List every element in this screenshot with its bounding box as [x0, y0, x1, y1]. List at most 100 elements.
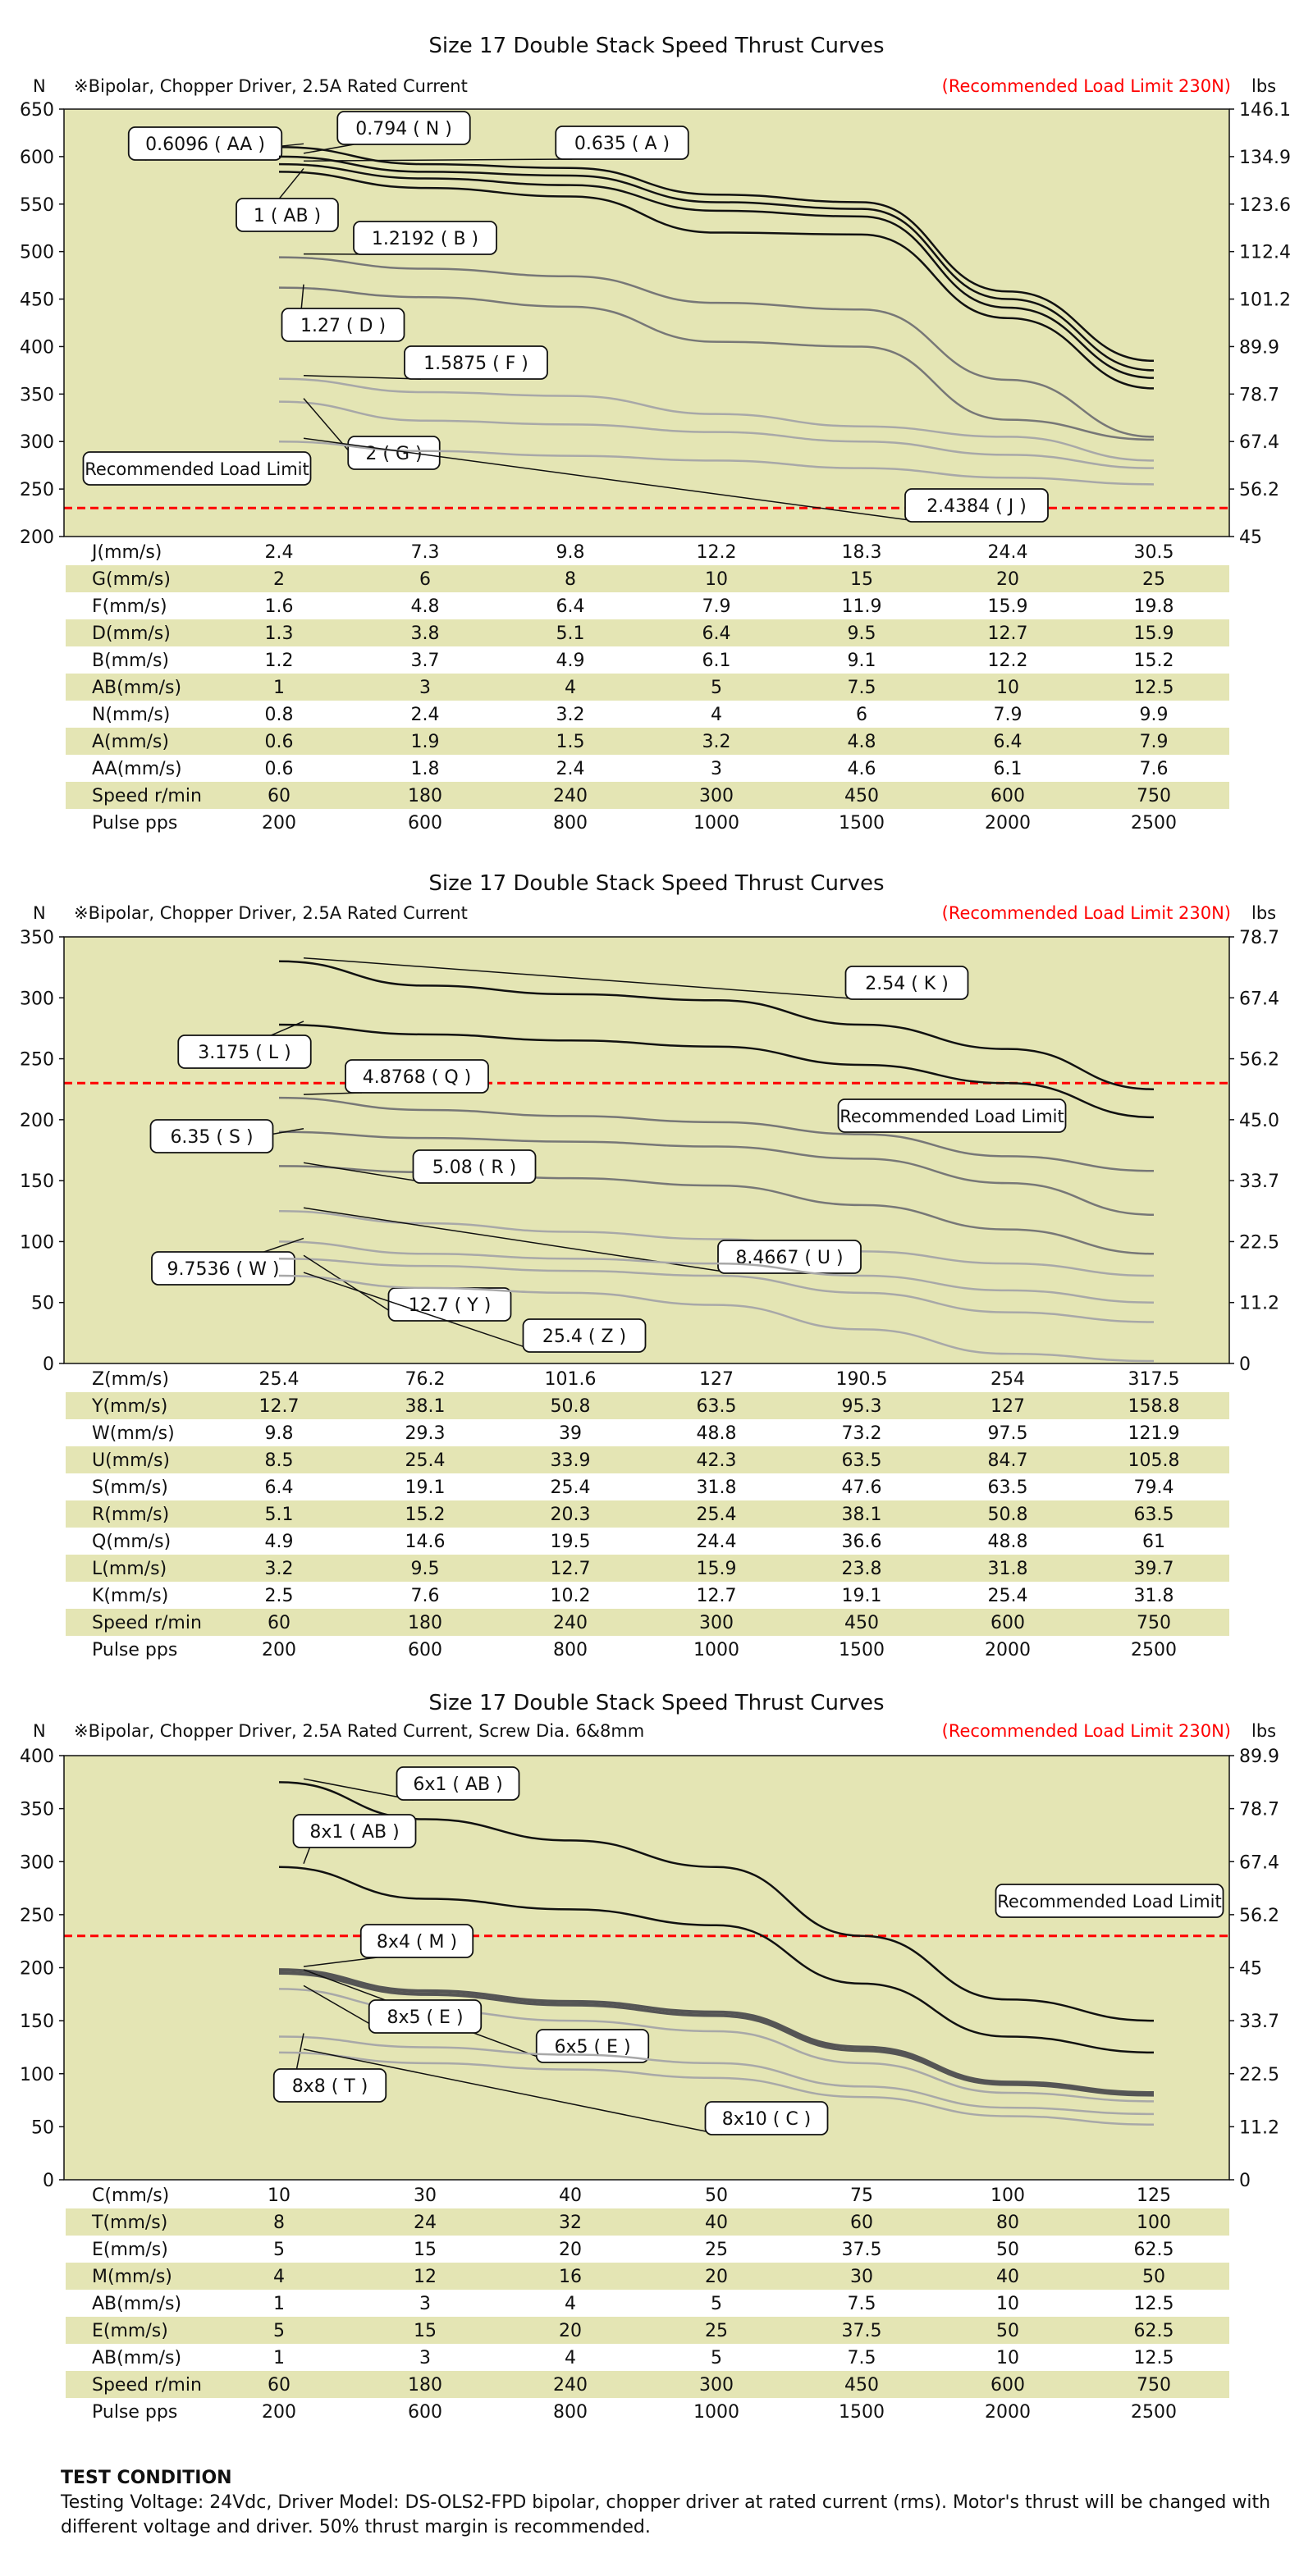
table-cell: 6.4: [556, 596, 585, 617]
table-cell: 3: [711, 759, 722, 779]
limit-callout-label: Recommended Load Limit: [85, 459, 309, 479]
table-cell: 105.8: [1128, 1450, 1180, 1471]
table-row-label: Pulse pps: [92, 813, 177, 834]
table-cell: 18.3: [842, 542, 882, 563]
table-cell: 2.4: [411, 705, 440, 725]
plot-border: [63, 936, 1230, 1364]
table-cell: 600: [990, 786, 1025, 806]
table-cell: 25.4: [988, 1586, 1028, 1606]
table-cell: 32: [559, 2213, 582, 2233]
limit-callout-label: Recommended Load Limit: [839, 1107, 1064, 1126]
chart-title: Size 17 Double Stack Speed Thrust Curves: [428, 1691, 884, 1715]
table-cell: 10: [268, 2185, 291, 2206]
y2-tick-label: 112.4: [1239, 243, 1291, 263]
table-cell: 200: [262, 2402, 296, 2423]
y2-tick-label: 11.2: [1239, 1294, 1279, 1314]
table-cell: 1.9: [411, 732, 440, 752]
table-cell: 750: [1137, 1613, 1171, 1633]
table-cell: 750: [1137, 2375, 1171, 2396]
chart-1: Size 17 Double Stack Speed Thrust Curves…: [20, 34, 1291, 834]
table-cell: 12.5: [1134, 2348, 1174, 2368]
y2-axis-unit-label: lbs: [1251, 76, 1276, 96]
table-cell: 25: [705, 2240, 728, 2260]
table-row-label: Speed r/min: [92, 2375, 202, 2396]
table-cell: 3: [419, 678, 431, 698]
table-cell: 7.5: [848, 2294, 876, 2314]
table-cell: 37.5: [842, 2321, 882, 2341]
y-tick-label: 450: [20, 290, 54, 311]
y-tick-label: 250: [20, 480, 54, 500]
y-axis-unit-label: N: [33, 76, 46, 96]
callout-leader: [303, 1847, 311, 1864]
table-cell: 5: [711, 2294, 722, 2314]
table-row-label: E(mm/s): [92, 2321, 168, 2341]
series-label: 0.794 ( N ): [355, 119, 452, 139]
series-line: [278, 440, 1155, 486]
table-cell: 15.9: [1134, 623, 1174, 644]
callout-box: [404, 345, 548, 380]
table-cell: 15: [414, 2240, 437, 2260]
callout-box: [555, 126, 689, 160]
table-cell: 30.5: [1134, 542, 1174, 563]
table-cell: 10.2: [551, 1586, 591, 1606]
y2-tick-label: 45: [1239, 1959, 1262, 1980]
table-cell: 3: [419, 2348, 431, 2368]
callout-leader: [303, 1778, 414, 1801]
series-label: 4.8768 ( Q ): [363, 1067, 471, 1088]
y2-tick-label: 22.5: [1239, 1232, 1279, 1253]
table-cell: 5.1: [265, 1505, 294, 1525]
thrust-curve-charts: Size 17 Double Stack Speed Thrust Curves…: [20, 34, 1291, 2423]
table-cell: 6.4: [702, 623, 731, 644]
table-cell: 25.4: [697, 1505, 737, 1525]
callout-leader: [303, 957, 862, 1000]
table-cell: 450: [844, 2375, 879, 2396]
table-row-label: AB(mm/s): [92, 678, 181, 698]
table-cell: 9.9: [1140, 705, 1169, 725]
y2-tick-label: 11.2: [1239, 2117, 1279, 2138]
table-row-label: Y(mm/s): [91, 1396, 167, 1417]
table-cell: 95.3: [842, 1396, 882, 1417]
table-cell: 750: [1137, 786, 1171, 806]
table-row-label: W(mm/s): [92, 1423, 175, 1444]
table-cell: 60: [268, 1613, 291, 1633]
chart-subtitle: ※Bipolar, Chopper Driver, 2.5A Rated Cur…: [74, 1721, 644, 1741]
table-row-label: Speed r/min: [92, 786, 202, 806]
table-cell: 50: [996, 2240, 1019, 2260]
table-cell: 100: [990, 2185, 1025, 2206]
table-cell: 240: [553, 2375, 588, 2396]
table-cell: 4: [565, 2294, 576, 2314]
table-cell: 0.8: [265, 705, 294, 725]
table-row-stripe: [66, 2263, 1229, 2290]
table-cell: 50: [996, 2321, 1019, 2341]
table-cell: 240: [553, 786, 588, 806]
recommended-load-note: (Recommended Load Limit 230N): [942, 1721, 1231, 1741]
table-cell: 254: [990, 1369, 1025, 1390]
table-cell: 50: [1142, 2267, 1165, 2287]
table-cell: 127: [699, 1369, 734, 1390]
callout-box: [236, 198, 339, 232]
callout-leader: [303, 375, 422, 380]
table-cell: 25: [705, 2321, 728, 2341]
table-cell: 24: [414, 2213, 437, 2233]
table-cell: 190.5: [836, 1369, 888, 1390]
table-cell: 40: [996, 2267, 1019, 2287]
table-cell: 158.8: [1128, 1396, 1180, 1417]
table-cell: 75: [850, 2185, 873, 2206]
table-cell: 3.2: [265, 1559, 294, 1579]
series-line: [278, 1781, 1155, 2022]
series-line: [278, 1240, 1155, 1304]
table-cell: 3.2: [702, 732, 731, 752]
table-cell: 10: [996, 2348, 1019, 2368]
table-cell: 7.6: [411, 1586, 440, 1606]
y2-axis-unit-label: lbs: [1251, 903, 1276, 923]
series-label: 2.4384 ( J ): [926, 496, 1027, 517]
table-cell: 180: [408, 2375, 442, 2396]
table-cell: 600: [408, 2402, 442, 2423]
table-cell: 30: [850, 2267, 873, 2287]
table-row-stripe: [66, 1446, 1229, 1473]
table-cell: 73.2: [842, 1423, 882, 1444]
series-line: [278, 1968, 1155, 2095]
y2-tick-label: 22.5: [1239, 2065, 1279, 2085]
table-cell: 42.3: [697, 1450, 737, 1471]
table-cell: 63.5: [988, 1478, 1028, 1498]
